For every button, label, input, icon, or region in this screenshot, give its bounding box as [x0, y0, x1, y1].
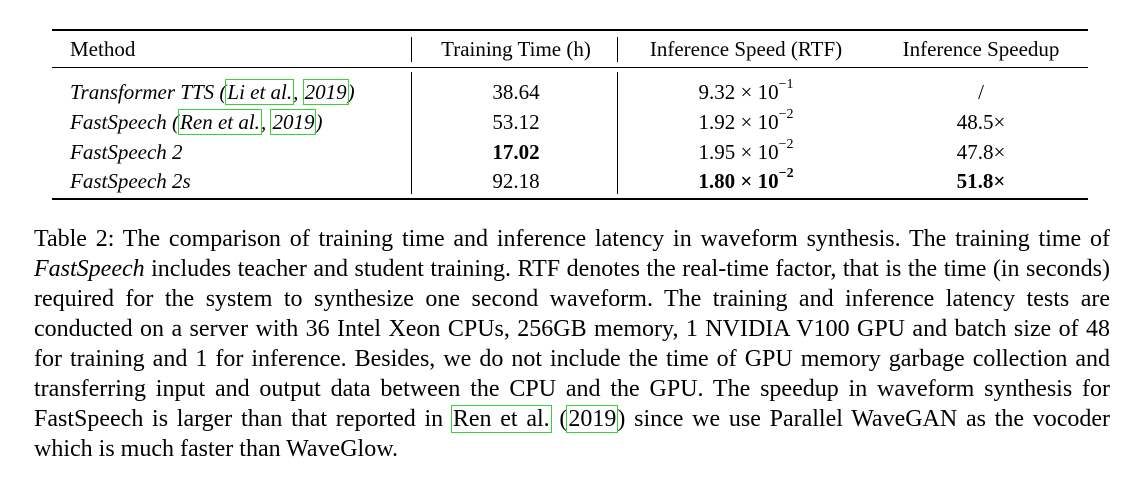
column-divider-1 [411, 72, 412, 194]
training-time-cell: 17.02 [492, 140, 540, 164]
caption-emphasis: FastSpeech [34, 256, 145, 282]
header-inference-speed: Inference Speed (RTF) [649, 37, 843, 61]
table-top-rule [52, 29, 1088, 31]
column-divider-2 [617, 72, 618, 194]
rtf-exponent: −1 [778, 77, 794, 92]
table-caption: Table 2: The comparison of training time… [34, 226, 1111, 462]
caption-text: includes teacher and student training. R… [34, 256, 1110, 432]
method-name: FastSpeech 2s [70, 169, 191, 193]
rtf-mantissa: 1.95 × 10 [698, 140, 779, 164]
header-divider-1 [411, 37, 412, 62]
training-time-cell: 38.64 [492, 80, 540, 104]
table-row-method: FastSpeech (Ren et al., 2019) [70, 109, 323, 135]
caption-text: since we use Parallel WaveGAN as the voc… [34, 406, 1111, 462]
citation-year-link[interactable]: 2019 [566, 405, 619, 433]
training-time-cell: 92.18 [492, 169, 540, 193]
citation-link[interactable]: Li et al. [225, 79, 295, 105]
citation-year-link[interactable]: 2019 [270, 109, 317, 135]
training-time-cell: 53.12 [492, 110, 540, 134]
method-name: FastSpeech 2 [70, 140, 183, 164]
citation-link[interactable]: Ren et al. [178, 109, 262, 135]
header-training-time: Training Time (h) [441, 37, 591, 61]
speedup-cell: 51.8× [956, 169, 1006, 193]
table-header-rule [52, 67, 1088, 68]
rtf-mantissa: 9.32 × 10 [698, 80, 779, 104]
citation-link[interactable]: Ren et al. [450, 405, 552, 433]
rtf-cell: 1.80 × 10−2 [624, 166, 868, 194]
rtf-mantissa: 1.80 × 10 [698, 169, 779, 193]
rtf-exponent: −2 [778, 166, 794, 181]
header-method: Method [70, 37, 136, 61]
rtf-mantissa: 1.92 × 10 [698, 110, 779, 134]
method-name: Transformer TTS [70, 80, 215, 104]
rtf-cell: 1.92 × 10−2 [624, 107, 868, 135]
rtf-exponent: −2 [778, 137, 794, 152]
rtf-exponent: −2 [778, 107, 794, 122]
table-row-method: Transformer TTS (Li et al., 2019) [70, 79, 355, 105]
table-bottom-rule [52, 198, 1088, 200]
method-name: FastSpeech [70, 110, 167, 134]
header-inference-speedup: Inference Speedup [902, 37, 1060, 61]
speedup-cell: 48.5× [956, 110, 1006, 134]
citation-year-link[interactable]: 2019 [302, 79, 349, 105]
rtf-cell: 9.32 × 10−1 [624, 77, 868, 105]
caption-text: Table 2: The comparison of training time… [34, 226, 1110, 252]
speedup-cell: / [978, 80, 984, 104]
header-divider-2 [617, 37, 618, 62]
speedup-cell: 47.8× [956, 140, 1006, 164]
rtf-cell: 1.95 × 10−2 [624, 137, 868, 165]
